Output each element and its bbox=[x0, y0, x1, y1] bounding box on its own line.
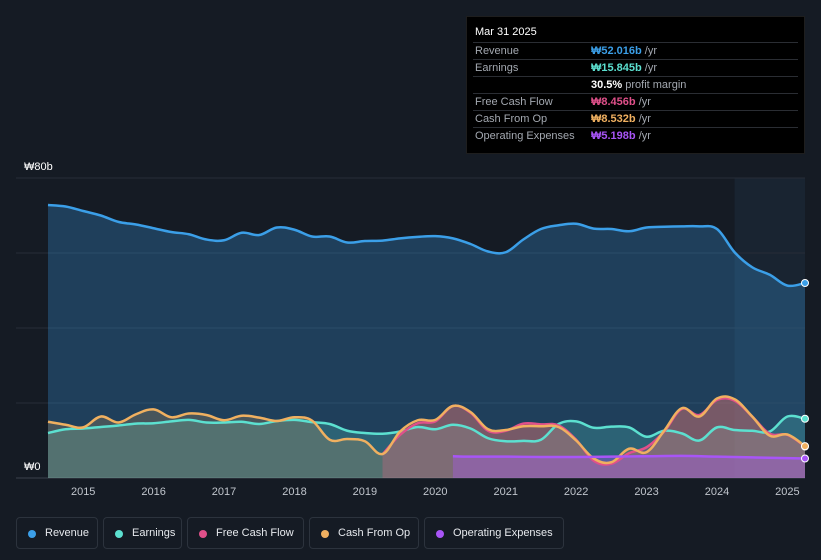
x-axis-ticks: 2015 2016 2017 2018 2019 2020 2021 2022 2023 2024… bbox=[71, 486, 800, 498]
tooltip-panel: Mar 31 2025 Revenue ₩52.016b /yr Earnings ₩… bbox=[466, 16, 805, 154]
earnings-line bbox=[47, 414, 806, 443]
legend-label: Cash From Op bbox=[338, 527, 411, 539]
y-axis-bottom-label: ₩0 bbox=[24, 461, 41, 473]
tooltip-row-label: Cash From Op bbox=[475, 113, 548, 125]
revenue-area bbox=[48, 205, 805, 478]
tooltip-date: Mar 31 2025 bbox=[475, 26, 537, 38]
tooltip-row-value: ₩8.532b /yr bbox=[591, 113, 651, 125]
x-tick-label: 2019 bbox=[353, 486, 377, 498]
free-cash-flow-area bbox=[382, 398, 805, 478]
legend-dot-icon bbox=[321, 530, 329, 538]
revenue-line bbox=[47, 203, 806, 288]
tooltip-row: Free Cash Flow ₩8.456b /yr bbox=[473, 93, 798, 111]
x-tick-label: 2021 bbox=[493, 486, 517, 498]
legend-label: Revenue bbox=[45, 527, 90, 539]
tooltip-value-number: ₩52.016b bbox=[591, 45, 642, 57]
x-tick-label: 2025 bbox=[775, 486, 799, 498]
tooltip-value-number: 30.5% bbox=[591, 79, 623, 91]
series-lines bbox=[47, 203, 806, 466]
operating-expenses-endpoint bbox=[801, 454, 809, 463]
tooltip-value-number: ₩8.532b bbox=[591, 113, 636, 125]
legend-dot-icon bbox=[199, 530, 207, 538]
x-tick-label: 2020 bbox=[423, 486, 447, 498]
series-endpoints bbox=[801, 279, 809, 463]
tooltip-row-value: ₩15.845b /yr bbox=[591, 62, 657, 74]
tooltip-row-value: ₩8.456b /yr bbox=[591, 96, 651, 108]
tooltip-value-unit: /yr bbox=[635, 130, 651, 142]
tooltip-value-number: ₩15.845b bbox=[591, 62, 642, 74]
revenue-endpoint bbox=[801, 279, 809, 287]
tooltip-value-unit: /yr bbox=[635, 96, 651, 108]
legend-label: Operating Expenses bbox=[453, 527, 553, 539]
x-tick-label: 2022 bbox=[564, 486, 588, 498]
x-tick-label: 2016 bbox=[141, 486, 165, 498]
x-tick-label: 2023 bbox=[634, 486, 658, 498]
legend-dot-icon bbox=[115, 530, 123, 538]
operating-expenses-line bbox=[452, 454, 806, 460]
tooltip-value-number: ₩8.456b bbox=[591, 96, 636, 108]
tooltip-value-unit: /yr bbox=[641, 62, 658, 74]
tooltip-value-unit: profit margin bbox=[622, 79, 687, 91]
tooltip-value-unit: /yr bbox=[641, 45, 658, 57]
y-axis-top-label: ₩80b bbox=[24, 161, 53, 173]
tooltip-row-label: Revenue bbox=[475, 45, 520, 57]
tooltip-row: 30.5% profit margin bbox=[473, 76, 798, 94]
tooltip-row: Cash From Op ₩8.532b /yr bbox=[473, 110, 798, 128]
tooltip-row-label: Operating Expenses bbox=[475, 130, 575, 142]
tooltip-row-value: ₩52.016b /yr bbox=[591, 45, 657, 57]
tooltip-row: Earnings ₩15.845b /yr bbox=[473, 59, 798, 77]
operating-expenses-area bbox=[452, 455, 805, 478]
gridlines bbox=[16, 177, 805, 479]
tooltip-row-label: Free Cash Flow bbox=[475, 96, 553, 108]
earnings-endpoint bbox=[801, 414, 809, 423]
cash-from-op-line bbox=[47, 395, 806, 465]
tooltip-row: Revenue ₩52.016b /yr bbox=[473, 42, 798, 60]
x-tick-label: 2018 bbox=[282, 486, 306, 498]
legend-item-cash-from-op[interactable]: Cash From Op bbox=[309, 517, 419, 549]
tooltip-row-label: Earnings bbox=[475, 62, 519, 74]
legend-item-free-cash-flow[interactable]: Free Cash Flow bbox=[187, 517, 304, 549]
x-tick-label: 2017 bbox=[212, 486, 236, 498]
legend-label: Earnings bbox=[132, 527, 176, 539]
cash-from-op-endpoint bbox=[801, 442, 809, 451]
tooltip-row: Operating Expenses ₩5.198b /yr bbox=[473, 127, 798, 145]
legend-item-earnings[interactable]: Earnings bbox=[103, 517, 182, 549]
legend-dot-icon bbox=[436, 530, 444, 538]
tooltip-row-value: ₩5.198b /yr bbox=[591, 130, 651, 142]
legend-label: Free Cash Flow bbox=[216, 527, 294, 539]
x-tick-label: 2015 bbox=[71, 486, 95, 498]
tooltip-value-number: ₩5.198b bbox=[591, 130, 636, 142]
tooltip-row-value: 30.5% profit margin bbox=[591, 79, 686, 91]
x-tick-label: 2024 bbox=[705, 486, 729, 498]
tooltip-value-unit: /yr bbox=[635, 113, 651, 125]
legend-item-operating-expenses[interactable]: Operating Expenses bbox=[424, 517, 564, 549]
legend-item-revenue[interactable]: Revenue bbox=[16, 517, 98, 549]
legend-dot-icon bbox=[28, 530, 36, 538]
